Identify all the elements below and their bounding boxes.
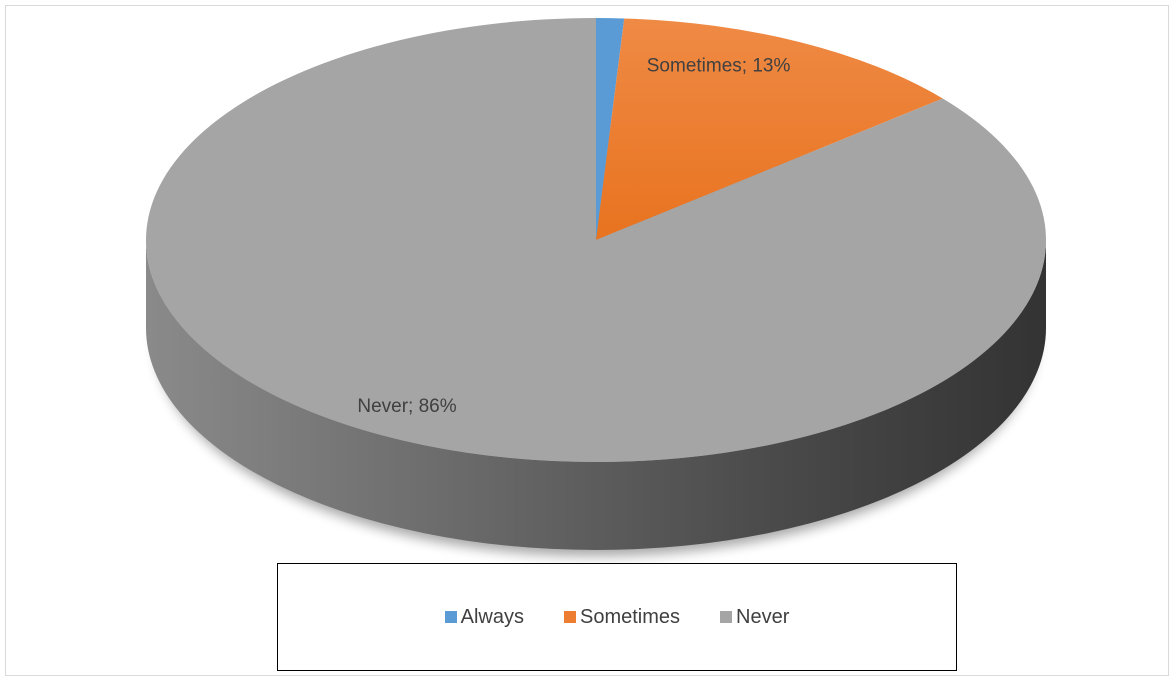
legend-swatch-sometimes bbox=[563, 611, 576, 623]
legend-swatch-never bbox=[720, 611, 733, 623]
legend-item-always: Always bbox=[444, 605, 524, 629]
pie-slice-always bbox=[596, 18, 625, 240]
legend-item-sometimes: Sometimes bbox=[563, 605, 681, 629]
pie-slice-never bbox=[146, 18, 1047, 462]
legend-swatch-always bbox=[444, 611, 457, 623]
legend: Always Sometimes Never bbox=[277, 563, 957, 671]
data-label-sometimes: Sometimes; 13% bbox=[647, 55, 791, 76]
legend-item-never: Never bbox=[720, 606, 789, 629]
legend-label-never: Never bbox=[736, 605, 790, 628]
legend-label-always: Always bbox=[460, 605, 524, 628]
legend-label-sometimes: Sometimes bbox=[579, 605, 681, 628]
data-label-never: Never; 86% bbox=[357, 396, 456, 417]
pie-slice-sometimes bbox=[596, 18, 943, 241]
pie-side-wall bbox=[146, 240, 1046, 550]
